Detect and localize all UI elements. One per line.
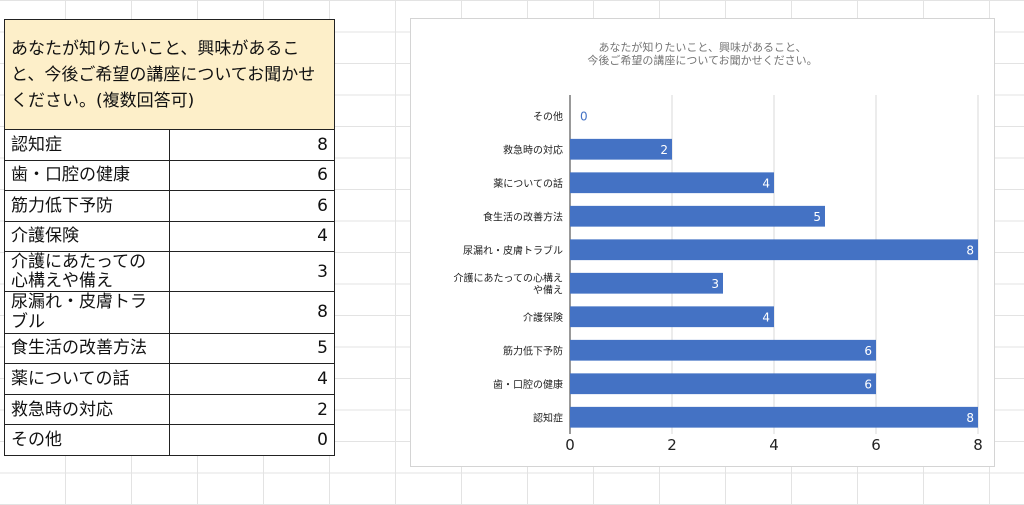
bar	[570, 373, 876, 395]
x-tick-label: 4	[769, 436, 779, 454]
bar	[570, 306, 774, 328]
row-value-cell[interactable]: 3	[169, 251, 335, 292]
row-label-cell[interactable]: 薬についての話	[4, 363, 170, 395]
x-tick-label: 2	[667, 436, 677, 454]
data-label: 4	[762, 310, 770, 324]
x-tick-label: 0	[565, 436, 575, 454]
data-label: 5	[813, 210, 821, 224]
bar-chart: あなたが知りたいこと、興味があること、今後ご希望の講座についてお聞かせください。…	[454, 40, 983, 454]
category-label: 介護保険	[523, 311, 563, 324]
row-value-cell[interactable]: 2	[169, 393, 335, 426]
table-row: 認知症 8	[4, 129, 335, 161]
row-label-cell[interactable]: 救急時の対応	[4, 393, 170, 426]
category-label: 食生活の改善方法	[483, 210, 563, 223]
row-label-cell[interactable]: 食生活の改善方法	[4, 332, 170, 365]
bar	[570, 239, 978, 261]
data-table: あなたが知りたいこと、興味があること、今後ご希望の講座についてお聞かせください。…	[4, 18, 335, 456]
table-row: 救急時の対応 2	[4, 393, 335, 426]
category-label: 薬についての話	[493, 177, 563, 190]
data-label: 0	[580, 109, 588, 123]
chart-title-line: あなたが知りたいこと、興味があること、	[598, 40, 806, 54]
table-row: 食生活の改善方法 5	[4, 332, 335, 365]
row-value-cell[interactable]: 4	[169, 220, 335, 253]
row-label-cell[interactable]: 介護保険	[4, 220, 170, 253]
bar	[570, 205, 825, 227]
category-label: 筋力低下予防	[503, 344, 563, 357]
bar	[570, 406, 978, 428]
row-value-cell[interactable]: 8	[169, 290, 335, 334]
category-label: 尿漏れ・皮膚トラブル	[463, 244, 563, 257]
row-value-cell[interactable]: 8	[169, 129, 335, 161]
x-tick-label: 6	[871, 436, 881, 454]
row-label-cell[interactable]: その他	[4, 424, 170, 456]
data-label: 6	[864, 344, 872, 358]
category-label: その他	[533, 110, 563, 123]
row-label-cell[interactable]: 介護にあたっての心構えや備え	[4, 251, 170, 292]
table-row: 尿漏れ・皮膚トラブル 8	[4, 290, 335, 334]
table-row: 歯・口腔の健康 6	[4, 159, 335, 192]
data-label: 3	[711, 277, 719, 291]
data-label: 6	[864, 377, 872, 391]
data-label: 4	[762, 176, 770, 190]
row-label-cell[interactable]: 筋力低下予防	[4, 190, 170, 222]
data-label: 8	[966, 411, 974, 425]
table-row: 筋力低下予防 6	[4, 190, 335, 222]
table-row: 薬についての話 4	[4, 363, 335, 395]
bar	[570, 138, 672, 160]
data-label: 8	[966, 243, 974, 257]
row-value-cell[interactable]: 5	[169, 332, 335, 365]
row-label-cell[interactable]: 尿漏れ・皮膚トラブル	[4, 290, 170, 334]
row-value-cell[interactable]: 6	[169, 159, 335, 192]
data-label: 2	[660, 143, 668, 157]
row-label-cell[interactable]: 認知症	[4, 129, 170, 161]
category-label: 介護にあたっての心構え	[454, 271, 564, 284]
row-value-cell[interactable]: 6	[169, 190, 335, 222]
x-tick-label: 8	[973, 436, 983, 454]
bar	[570, 172, 774, 194]
category-label: 救急時の対応	[503, 143, 563, 156]
bar	[570, 339, 876, 361]
table-row: 介護保険 4	[4, 220, 335, 253]
category-label: 歯・口腔の健康	[493, 378, 563, 391]
category-label: や備え	[533, 283, 563, 296]
table-header-cell[interactable]: あなたが知りたいこと、興味があること、今後ご希望の講座についてお聞かせください。…	[4, 18, 335, 131]
row-label-cell[interactable]: 歯・口腔の健康	[4, 159, 170, 192]
row-value-cell[interactable]: 0	[169, 424, 335, 456]
chart-title-line: 今後ご希望の講座についてお聞かせください。	[587, 53, 817, 67]
row-value-cell[interactable]: 4	[169, 363, 335, 395]
category-label: 認知症	[533, 411, 563, 424]
table-row: 介護にあたっての心構えや備え 3	[4, 251, 335, 292]
bar	[570, 272, 723, 294]
table-row: その他 0	[4, 424, 335, 456]
chart-container[interactable]: あなたが知りたいこと、興味があること、 今後ご希望の講座についてお聞かせください。…	[410, 18, 995, 467]
